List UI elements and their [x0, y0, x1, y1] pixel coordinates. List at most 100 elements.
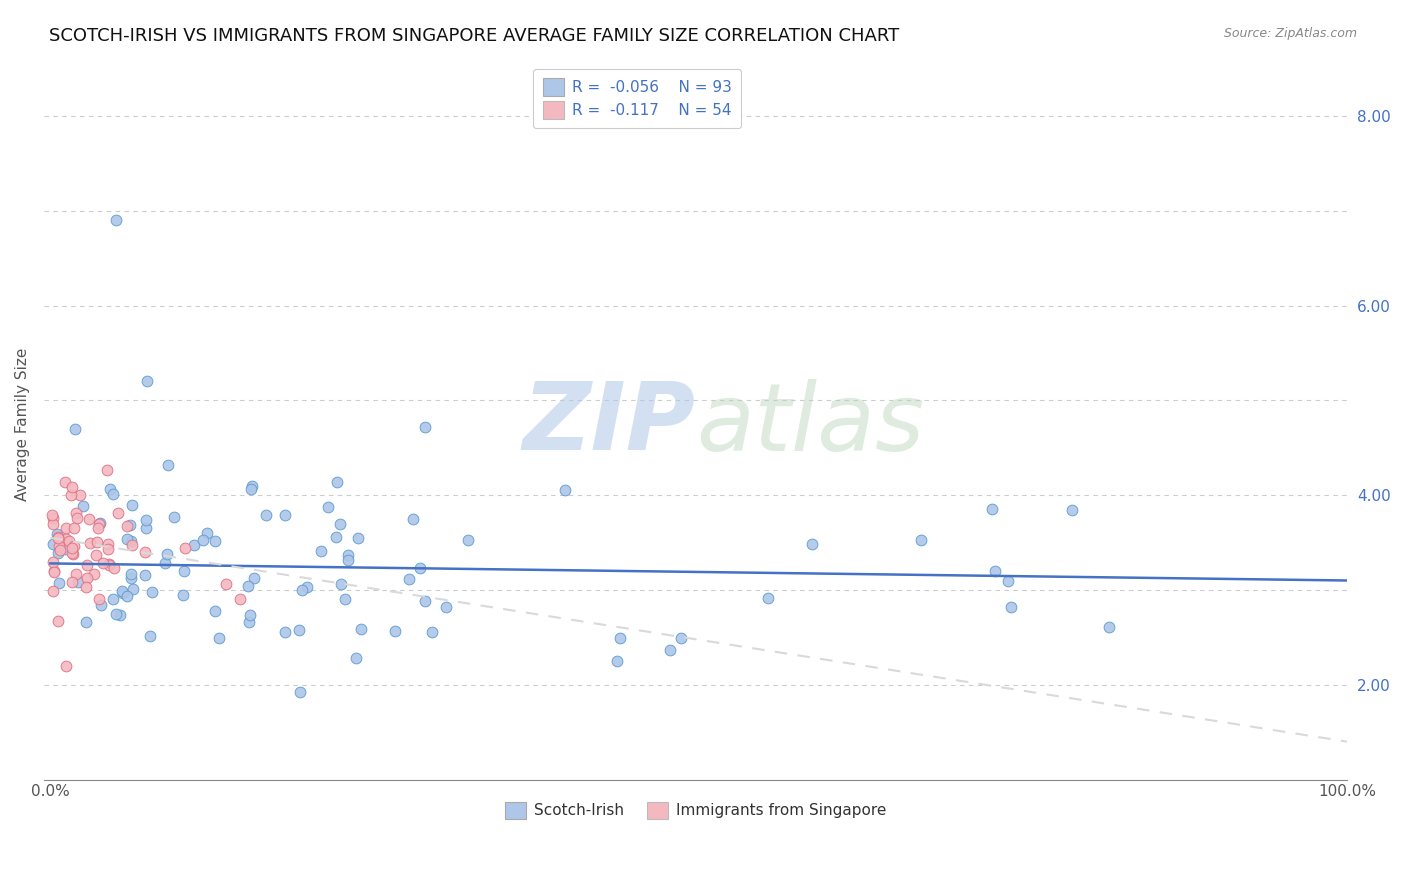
Point — [87, 520, 110, 534]
Point — [117, 533, 139, 547]
Point — [60, 575, 83, 590]
Point — [66, 574, 89, 589]
Point — [121, 538, 143, 552]
Point — [121, 499, 143, 513]
Point — [413, 594, 436, 608]
Point — [669, 631, 692, 645]
Point — [103, 486, 125, 500]
Point — [59, 488, 82, 502]
Point — [48, 576, 70, 591]
Point — [172, 588, 194, 602]
Point — [191, 533, 214, 547]
Point — [215, 576, 238, 591]
Point — [89, 516, 111, 530]
Point — [69, 487, 91, 501]
Point — [107, 506, 129, 520]
Text: ZIP: ZIP — [523, 378, 696, 470]
Point — [316, 500, 339, 514]
Point — [157, 458, 180, 472]
Point — [153, 556, 176, 570]
Point — [46, 527, 69, 541]
Point — [274, 624, 297, 639]
Point — [86, 535, 108, 549]
Point — [337, 553, 360, 567]
Point — [44, 564, 66, 578]
Point — [329, 517, 352, 532]
Point — [163, 509, 186, 524]
Point — [42, 517, 65, 532]
Point — [53, 475, 76, 489]
Point — [65, 567, 87, 582]
Point — [72, 499, 94, 513]
Point — [156, 547, 179, 561]
Point — [1098, 620, 1121, 634]
Point — [55, 520, 77, 534]
Point — [120, 566, 142, 581]
Point — [134, 568, 156, 582]
Point — [122, 582, 145, 596]
Y-axis label: Average Family Size: Average Family Size — [15, 347, 30, 500]
Point — [330, 577, 353, 591]
Point — [60, 541, 83, 555]
Point — [98, 557, 121, 571]
Point — [103, 561, 125, 575]
Point — [983, 564, 1005, 578]
Point — [134, 545, 156, 559]
Point — [84, 548, 107, 562]
Text: SCOTCH-IRISH VS IMMIGRANTS FROM SINGAPORE AVERAGE FAMILY SIZE CORRELATION CHART: SCOTCH-IRISH VS IMMIGRANTS FROM SINGAPOR… — [49, 27, 900, 45]
Point — [75, 615, 97, 629]
Point — [204, 533, 226, 548]
Point — [197, 525, 219, 540]
Point — [135, 513, 157, 527]
Point — [135, 375, 157, 389]
Point — [117, 590, 139, 604]
Point — [135, 521, 157, 535]
Point — [756, 591, 779, 606]
Point — [118, 518, 141, 533]
Point — [87, 592, 110, 607]
Point — [46, 546, 69, 560]
Point — [401, 511, 423, 525]
Point — [228, 592, 250, 607]
Point — [910, 533, 932, 547]
Point — [76, 558, 98, 572]
Point — [398, 572, 420, 586]
Point — [63, 540, 86, 554]
Point — [55, 658, 77, 673]
Point — [335, 592, 357, 607]
Point — [659, 643, 682, 657]
Point — [91, 557, 114, 571]
Point — [101, 592, 124, 607]
Point — [46, 614, 69, 628]
Point — [554, 483, 576, 497]
Point — [344, 650, 367, 665]
Point — [242, 571, 264, 585]
Point — [77, 512, 100, 526]
Point — [41, 555, 63, 569]
Point — [309, 544, 332, 558]
Point — [325, 475, 347, 490]
Point — [208, 631, 231, 645]
Point — [41, 508, 63, 522]
Point — [174, 541, 197, 555]
Point — [83, 567, 105, 582]
Point — [97, 541, 120, 556]
Point — [104, 607, 127, 622]
Point — [120, 571, 142, 585]
Point — [347, 532, 370, 546]
Point — [420, 624, 443, 639]
Point — [98, 483, 121, 497]
Point — [337, 548, 360, 562]
Point — [111, 586, 134, 600]
Point — [606, 654, 628, 668]
Text: Source: ZipAtlas.com: Source: ZipAtlas.com — [1223, 27, 1357, 40]
Point — [239, 607, 262, 622]
Point — [46, 531, 69, 545]
Point — [254, 508, 277, 523]
Point — [288, 684, 311, 698]
Point — [173, 564, 195, 578]
Point — [457, 533, 479, 547]
Point — [49, 542, 72, 557]
Point — [63, 520, 86, 534]
Point — [66, 511, 89, 525]
